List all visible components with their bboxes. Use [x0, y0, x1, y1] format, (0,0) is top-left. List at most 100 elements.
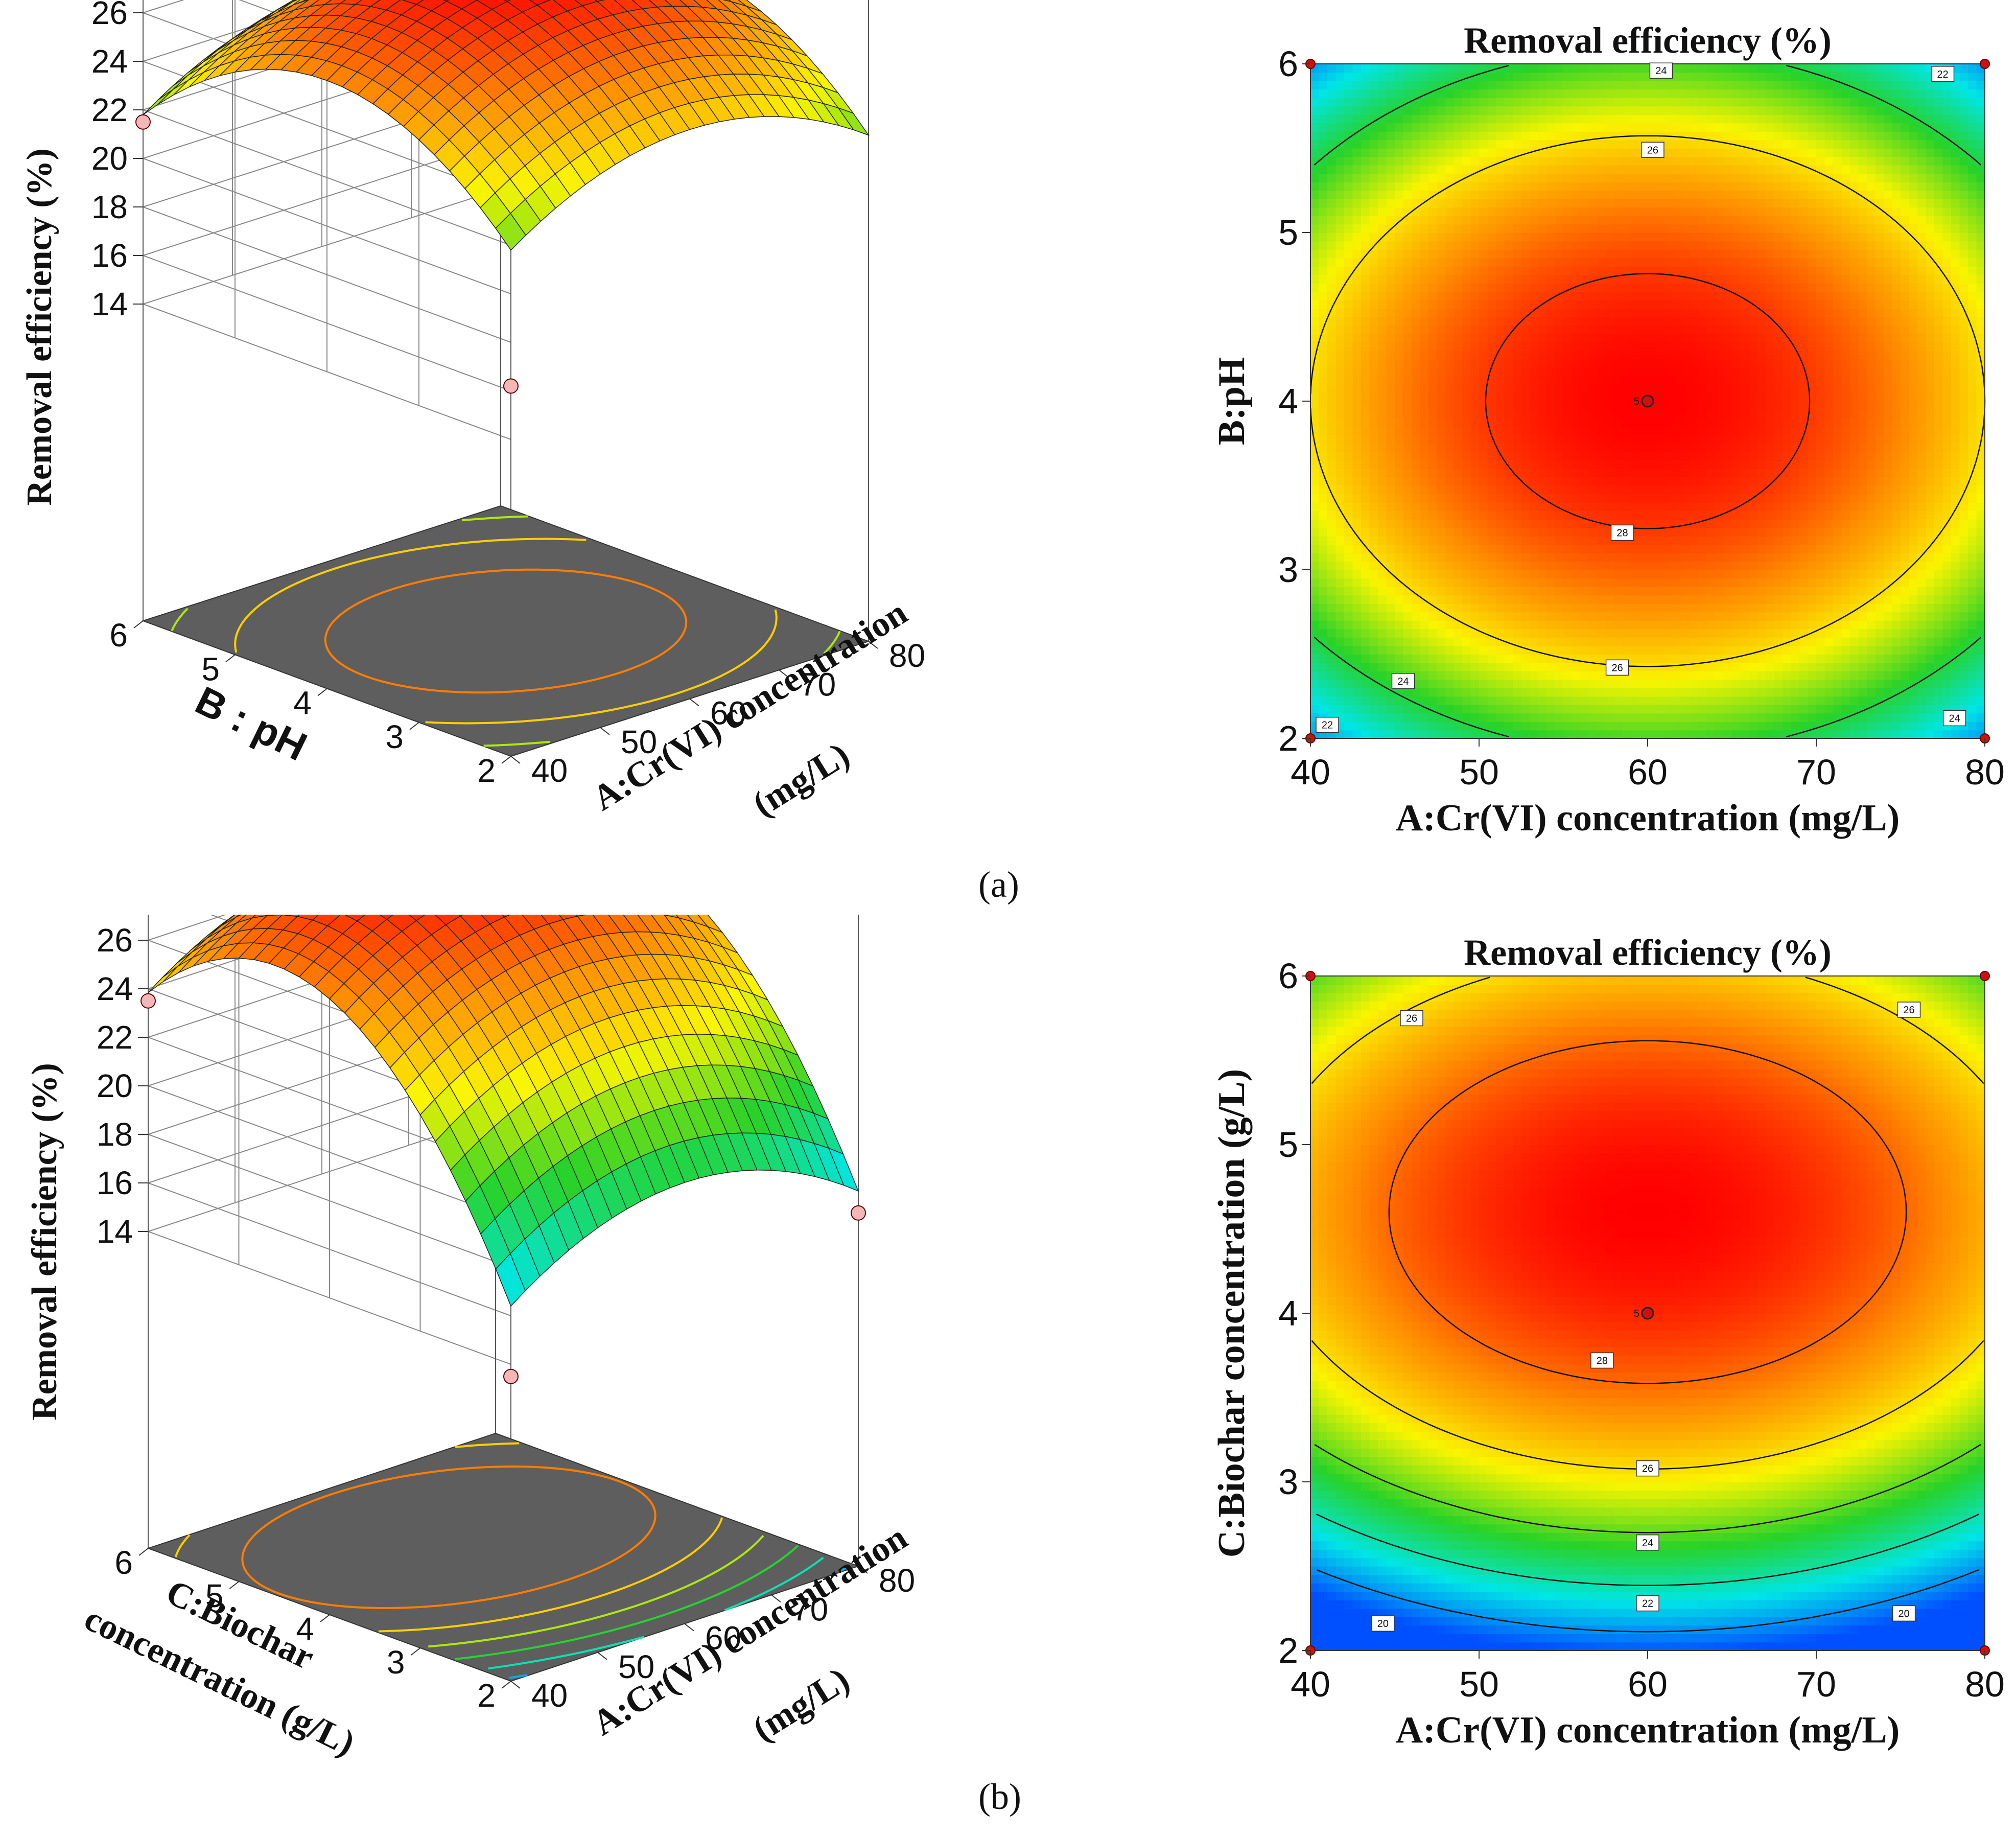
contour-cell	[1386, 376, 1395, 385]
contour-cell	[1361, 139, 1370, 149]
contour-cell	[1479, 502, 1488, 511]
contour-cell	[1395, 713, 1404, 722]
contour-cell	[1588, 114, 1598, 124]
contour-cell	[1378, 510, 1387, 520]
contour-cell	[1428, 527, 1438, 537]
contour-cell	[1572, 688, 1581, 697]
contour-cell	[1361, 553, 1370, 562]
contour-cell	[1605, 308, 1614, 317]
contour-cell	[1588, 570, 1598, 579]
contour-cell	[1496, 384, 1505, 393]
contour-cell	[1656, 519, 1665, 528]
contour-cell	[1588, 713, 1598, 722]
contour-cell	[1403, 342, 1412, 351]
contour-cell	[1327, 494, 1337, 503]
contour-cell	[1530, 469, 1539, 478]
contour-cell	[1749, 325, 1758, 334]
contour-cell	[1732, 64, 1741, 73]
contour-cell	[1344, 409, 1353, 418]
contour-cell	[1513, 392, 1522, 402]
contour-cell	[1403, 688, 1412, 697]
contour-cell	[1395, 266, 1404, 275]
contour-cell	[1378, 266, 1387, 275]
contour-cell	[1690, 148, 1699, 157]
contour-cell	[1412, 485, 1421, 495]
contour-cell	[1681, 587, 1691, 596]
contour-cell	[1648, 376, 1657, 385]
contour-cell	[1538, 553, 1547, 562]
contour-cell	[1723, 443, 1732, 452]
contour-cell	[1445, 258, 1455, 267]
contour-cell	[1740, 426, 1749, 435]
contour-cell	[1588, 502, 1598, 511]
contour-cell	[1706, 494, 1716, 503]
contour-cell	[1454, 460, 1463, 469]
contour-cell	[1706, 232, 1716, 242]
contour-cell	[1757, 426, 1766, 435]
contour-cell	[1462, 258, 1471, 267]
contour-cell	[1614, 595, 1623, 604]
contour-cell	[1597, 477, 1606, 486]
contour-cell	[1572, 730, 1581, 739]
contour-cell	[1521, 452, 1530, 461]
contour-cell	[1580, 485, 1589, 495]
contour-cell	[1605, 578, 1614, 587]
contour-cell	[1403, 502, 1412, 511]
contour-cell	[1412, 443, 1421, 452]
contour-cell	[1723, 662, 1732, 671]
contour-cell	[1352, 342, 1362, 351]
contour-cell	[1462, 527, 1471, 537]
contour-cell	[1740, 89, 1749, 98]
contour-cell	[1437, 561, 1446, 570]
contour-cell	[1690, 317, 1699, 326]
contour-cell	[1555, 612, 1564, 621]
contour-cell	[1555, 156, 1564, 166]
contour-cell	[1352, 620, 1362, 630]
contour-cell	[1403, 325, 1412, 334]
contour-cell	[1555, 241, 1564, 250]
contour-cell	[1454, 342, 1463, 351]
contour-cell	[1386, 730, 1395, 739]
contour-cell	[1319, 224, 1328, 233]
contour-cell	[1420, 452, 1429, 461]
contour-cell	[1319, 502, 1328, 511]
contour-cell	[1732, 510, 1741, 520]
contour-cell	[1639, 308, 1648, 317]
contour-cell	[1723, 367, 1732, 377]
contour-cell	[1588, 620, 1598, 630]
contour-cell	[1665, 232, 1674, 242]
contour-cell	[1352, 409, 1362, 418]
contour-cell	[1665, 139, 1674, 149]
contour-cell	[1715, 544, 1724, 553]
contour-cell	[1437, 64, 1446, 73]
contour-cell	[1479, 308, 1488, 317]
contour-cell	[1521, 98, 1530, 107]
contour-cell	[1412, 106, 1421, 115]
contour-cell	[1428, 98, 1438, 107]
contour-cell	[1639, 216, 1648, 225]
contour-cell	[1521, 620, 1530, 630]
contour-cell	[1631, 713, 1640, 722]
contour-cell	[1454, 258, 1463, 267]
contour-cell	[1496, 553, 1505, 562]
contour-cell	[1521, 485, 1530, 495]
contour-cell	[1563, 72, 1573, 81]
contour-cell	[1412, 510, 1421, 520]
contour-cell	[1588, 469, 1598, 478]
contour-cell	[1749, 241, 1758, 250]
contour-cell	[1420, 283, 1429, 292]
contour-cell	[1740, 460, 1749, 469]
contour-cell	[1665, 578, 1674, 587]
contour-cell	[1310, 216, 1320, 225]
contour-cell	[1681, 190, 1691, 199]
contour-cell	[1395, 637, 1404, 646]
contour-cell	[1310, 249, 1320, 259]
contour-cell	[1648, 494, 1657, 503]
contour-cell	[1639, 612, 1648, 621]
contour-cell	[1546, 418, 1556, 427]
contour-cell	[1420, 713, 1429, 722]
contour-cell	[1361, 645, 1370, 655]
contour-cell	[1538, 241, 1547, 250]
contour-cell	[1470, 216, 1480, 225]
contour-cell	[1403, 367, 1412, 377]
